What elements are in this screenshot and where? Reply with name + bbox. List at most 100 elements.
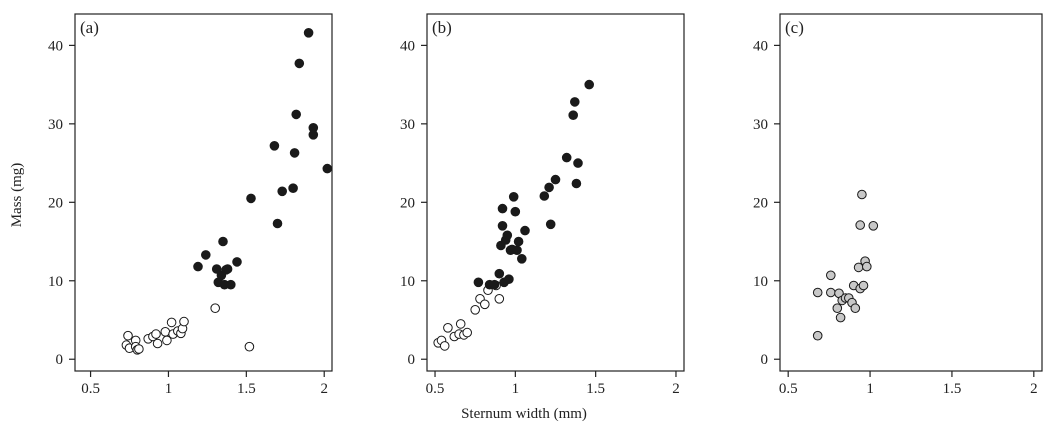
data-point-open xyxy=(166,317,177,328)
plot-frame xyxy=(426,13,685,372)
y-tick-label: 0 xyxy=(761,352,769,368)
data-point-grey xyxy=(858,280,869,291)
data-point-grey xyxy=(826,287,836,298)
x-tick-label: 1 xyxy=(512,381,520,397)
y-tick-label: 40 xyxy=(48,38,63,54)
y-tick-label: 30 xyxy=(400,117,415,133)
data-point-open xyxy=(152,338,163,349)
data-point-open xyxy=(179,316,189,327)
data-point-filled xyxy=(222,264,233,274)
y-tick-label: 10 xyxy=(400,274,415,290)
x-tick-label: 2 xyxy=(1030,381,1038,397)
y-tick-label: 30 xyxy=(48,117,63,133)
data-point-filled xyxy=(272,218,283,229)
data-point-grey xyxy=(850,303,861,314)
data-point-open xyxy=(455,319,466,329)
data-point-grey xyxy=(835,312,846,323)
data-point-open xyxy=(162,335,172,346)
data-point-filled xyxy=(513,236,524,247)
data-point-open xyxy=(210,303,220,314)
y-tick-label: 30 xyxy=(753,117,768,133)
x-tick-label: 1.5 xyxy=(237,381,256,397)
data-point-filled xyxy=(303,28,314,38)
data-point-filled xyxy=(494,268,505,279)
y-tick-label: 20 xyxy=(400,195,415,211)
data-point-grey xyxy=(826,270,836,281)
data-point-open xyxy=(123,330,133,341)
y-tick-label: 10 xyxy=(753,274,768,290)
panel-label: (b) xyxy=(432,18,452,37)
data-point-filled xyxy=(539,191,550,201)
data-point-filled xyxy=(322,163,333,174)
x-tick-label: 2 xyxy=(320,381,328,397)
y-tick-label: 40 xyxy=(400,38,415,54)
data-point-filled xyxy=(232,257,242,267)
x-tick-label: 1 xyxy=(165,381,173,397)
data-point-grey xyxy=(857,189,867,200)
data-point-filled xyxy=(508,192,519,202)
data-point-filled xyxy=(246,193,256,204)
y-tick-label: 20 xyxy=(48,195,63,211)
panel-label: (a) xyxy=(80,18,99,37)
y-axis-title: Mass (mg) xyxy=(9,163,25,228)
data-point-grey xyxy=(812,330,823,341)
data-point-open xyxy=(151,329,161,339)
data-point-filled xyxy=(561,152,572,163)
x-tick-label: 1.5 xyxy=(943,381,962,397)
data-point-grey xyxy=(862,261,872,272)
data-point-filled xyxy=(545,219,556,230)
y-tick-label: 10 xyxy=(48,274,63,290)
data-point-open xyxy=(480,299,490,310)
data-point-filled xyxy=(289,148,300,158)
data-point-filled xyxy=(517,253,527,264)
x-tick-label: 0.5 xyxy=(81,381,100,397)
plot-frame xyxy=(779,13,1043,372)
x-axis-title: Sternum width (mm) xyxy=(461,406,587,422)
data-point-grey xyxy=(868,221,879,231)
data-point-filled xyxy=(473,277,484,288)
data-point-filled xyxy=(571,178,582,189)
data-point-filled xyxy=(308,123,319,133)
data-point-open xyxy=(462,327,473,338)
x-tick-label: 1.5 xyxy=(586,381,605,397)
data-point-filled xyxy=(294,58,305,69)
data-point-open xyxy=(494,294,505,304)
y-tick-label: 40 xyxy=(753,38,768,54)
data-point-open xyxy=(443,323,453,333)
data-point-open xyxy=(160,327,171,337)
data-point-filled xyxy=(550,174,561,185)
data-point-grey xyxy=(855,220,866,230)
data-point-filled xyxy=(502,230,513,241)
y-tick-label: 0 xyxy=(56,352,64,368)
y-tick-label: 20 xyxy=(753,195,768,211)
data-point-filled xyxy=(291,109,302,120)
data-point-open xyxy=(244,341,255,352)
data-point-grey xyxy=(832,303,843,314)
data-point-filled xyxy=(568,110,579,120)
data-point-filled xyxy=(512,245,522,255)
x-tick-label: 1 xyxy=(866,381,874,397)
data-point-filled xyxy=(497,203,508,214)
data-point-filled xyxy=(520,225,530,236)
data-point-filled xyxy=(584,79,595,90)
data-point-filled xyxy=(510,206,521,217)
data-point-filled xyxy=(573,158,583,168)
data-point-filled xyxy=(201,250,211,260)
data-point-filled xyxy=(277,186,288,197)
data-point-filled xyxy=(211,264,222,274)
data-point-filled xyxy=(226,279,236,290)
x-tick-label: 0.5 xyxy=(779,381,798,397)
data-point-filled xyxy=(288,183,298,193)
data-point-filled xyxy=(504,274,514,285)
x-tick-label: 2 xyxy=(672,381,680,397)
data-point-open xyxy=(134,344,144,354)
data-point-filled xyxy=(269,141,280,151)
y-tick-label: 0 xyxy=(408,352,416,368)
data-point-filled xyxy=(544,182,554,193)
data-point-filled xyxy=(193,261,203,272)
x-tick-label: 0.5 xyxy=(426,381,445,397)
